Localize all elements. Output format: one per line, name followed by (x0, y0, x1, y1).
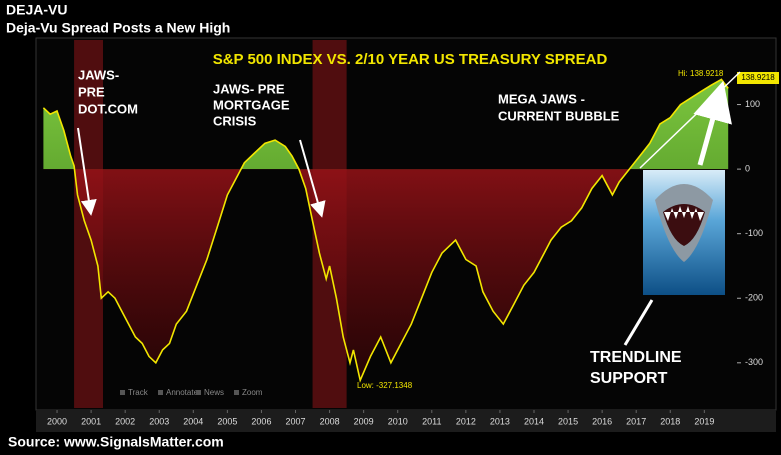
x-tick-label: 2004 (183, 416, 203, 426)
area-positive (43, 79, 729, 170)
high-label: Hi: 138.9218 (678, 69, 724, 78)
x-tick-label: 2005 (217, 416, 237, 426)
y-tick-label: -300 (745, 357, 763, 367)
chart-title: S&P 500 INDEX VS. 2/10 YEAR US TREASURY … (213, 51, 608, 68)
last-value-box (737, 72, 779, 84)
toolbar-icon (196, 390, 201, 395)
low-label: Low: -327.1348 (357, 381, 413, 390)
x-tick-label: 2015 (558, 416, 578, 426)
x-tick-label: 2001 (81, 416, 101, 426)
x-tick-label: 2007 (285, 416, 305, 426)
x-tick-label: 2017 (626, 416, 646, 426)
arrow (623, 299, 654, 346)
arrow (693, 80, 732, 166)
y-tick-label: -100 (745, 228, 763, 238)
source: Source: www.SignalsMatter.com (8, 434, 224, 450)
annotation: PRE (78, 84, 105, 99)
x-tick-label: 2008 (320, 416, 340, 426)
x-tick-label: 2012 (456, 416, 476, 426)
toolbar-icon (120, 390, 125, 395)
annotation: JAWS- PRE (213, 81, 285, 96)
annotation: SUPPORT (590, 370, 668, 387)
x-axis-bar (36, 410, 776, 432)
x-tick-label: 2003 (149, 416, 169, 426)
x-tick-label: 2016 (592, 416, 612, 426)
arrow (77, 127, 97, 216)
annotation: MORTGAGE (213, 97, 290, 112)
annotation: JAWS- (78, 67, 119, 82)
x-tick-label: 2011 (422, 416, 441, 426)
arrow (299, 139, 326, 218)
last-value-label: 138.9218 (741, 73, 775, 82)
y-tick-label: -200 (745, 293, 763, 303)
header-subtitle: Deja-Vu Spread Posts a New High (6, 20, 230, 36)
x-tick-label: 2000 (47, 416, 67, 426)
header-title: DEJA-VU (6, 2, 67, 18)
toolbar-icon (234, 390, 239, 395)
series-line (42, 78, 729, 383)
toolbar-item: News (204, 388, 224, 397)
annotation: CRISIS (213, 113, 257, 128)
x-tick-label: 2009 (354, 416, 374, 426)
x-tick-label: 2019 (694, 416, 714, 426)
x-tick-label: 2013 (490, 416, 510, 426)
annotation: MEGA JAWS - (498, 91, 585, 106)
toolbar-icon (158, 390, 163, 395)
annotation: DOT.COM (78, 101, 138, 116)
toolbar-item: Zoom (242, 388, 263, 397)
toolbar-item: Annotate (166, 388, 199, 397)
x-tick-label: 2006 (251, 416, 271, 426)
x-tick-label: 2018 (660, 416, 680, 426)
annotation: TRENDLINE (590, 349, 682, 366)
shark-image (643, 170, 725, 295)
x-tick-label: 2010 (388, 416, 408, 426)
x-tick-label: 2014 (524, 416, 544, 426)
y-tick-label: 0 (745, 163, 750, 173)
area-negative (43, 169, 729, 381)
x-tick-label: 2002 (115, 416, 135, 426)
toolbar-item: Track (128, 388, 149, 397)
y-tick-label: 100 (745, 99, 760, 109)
annotation: CURRENT BUBBLE (498, 108, 620, 123)
